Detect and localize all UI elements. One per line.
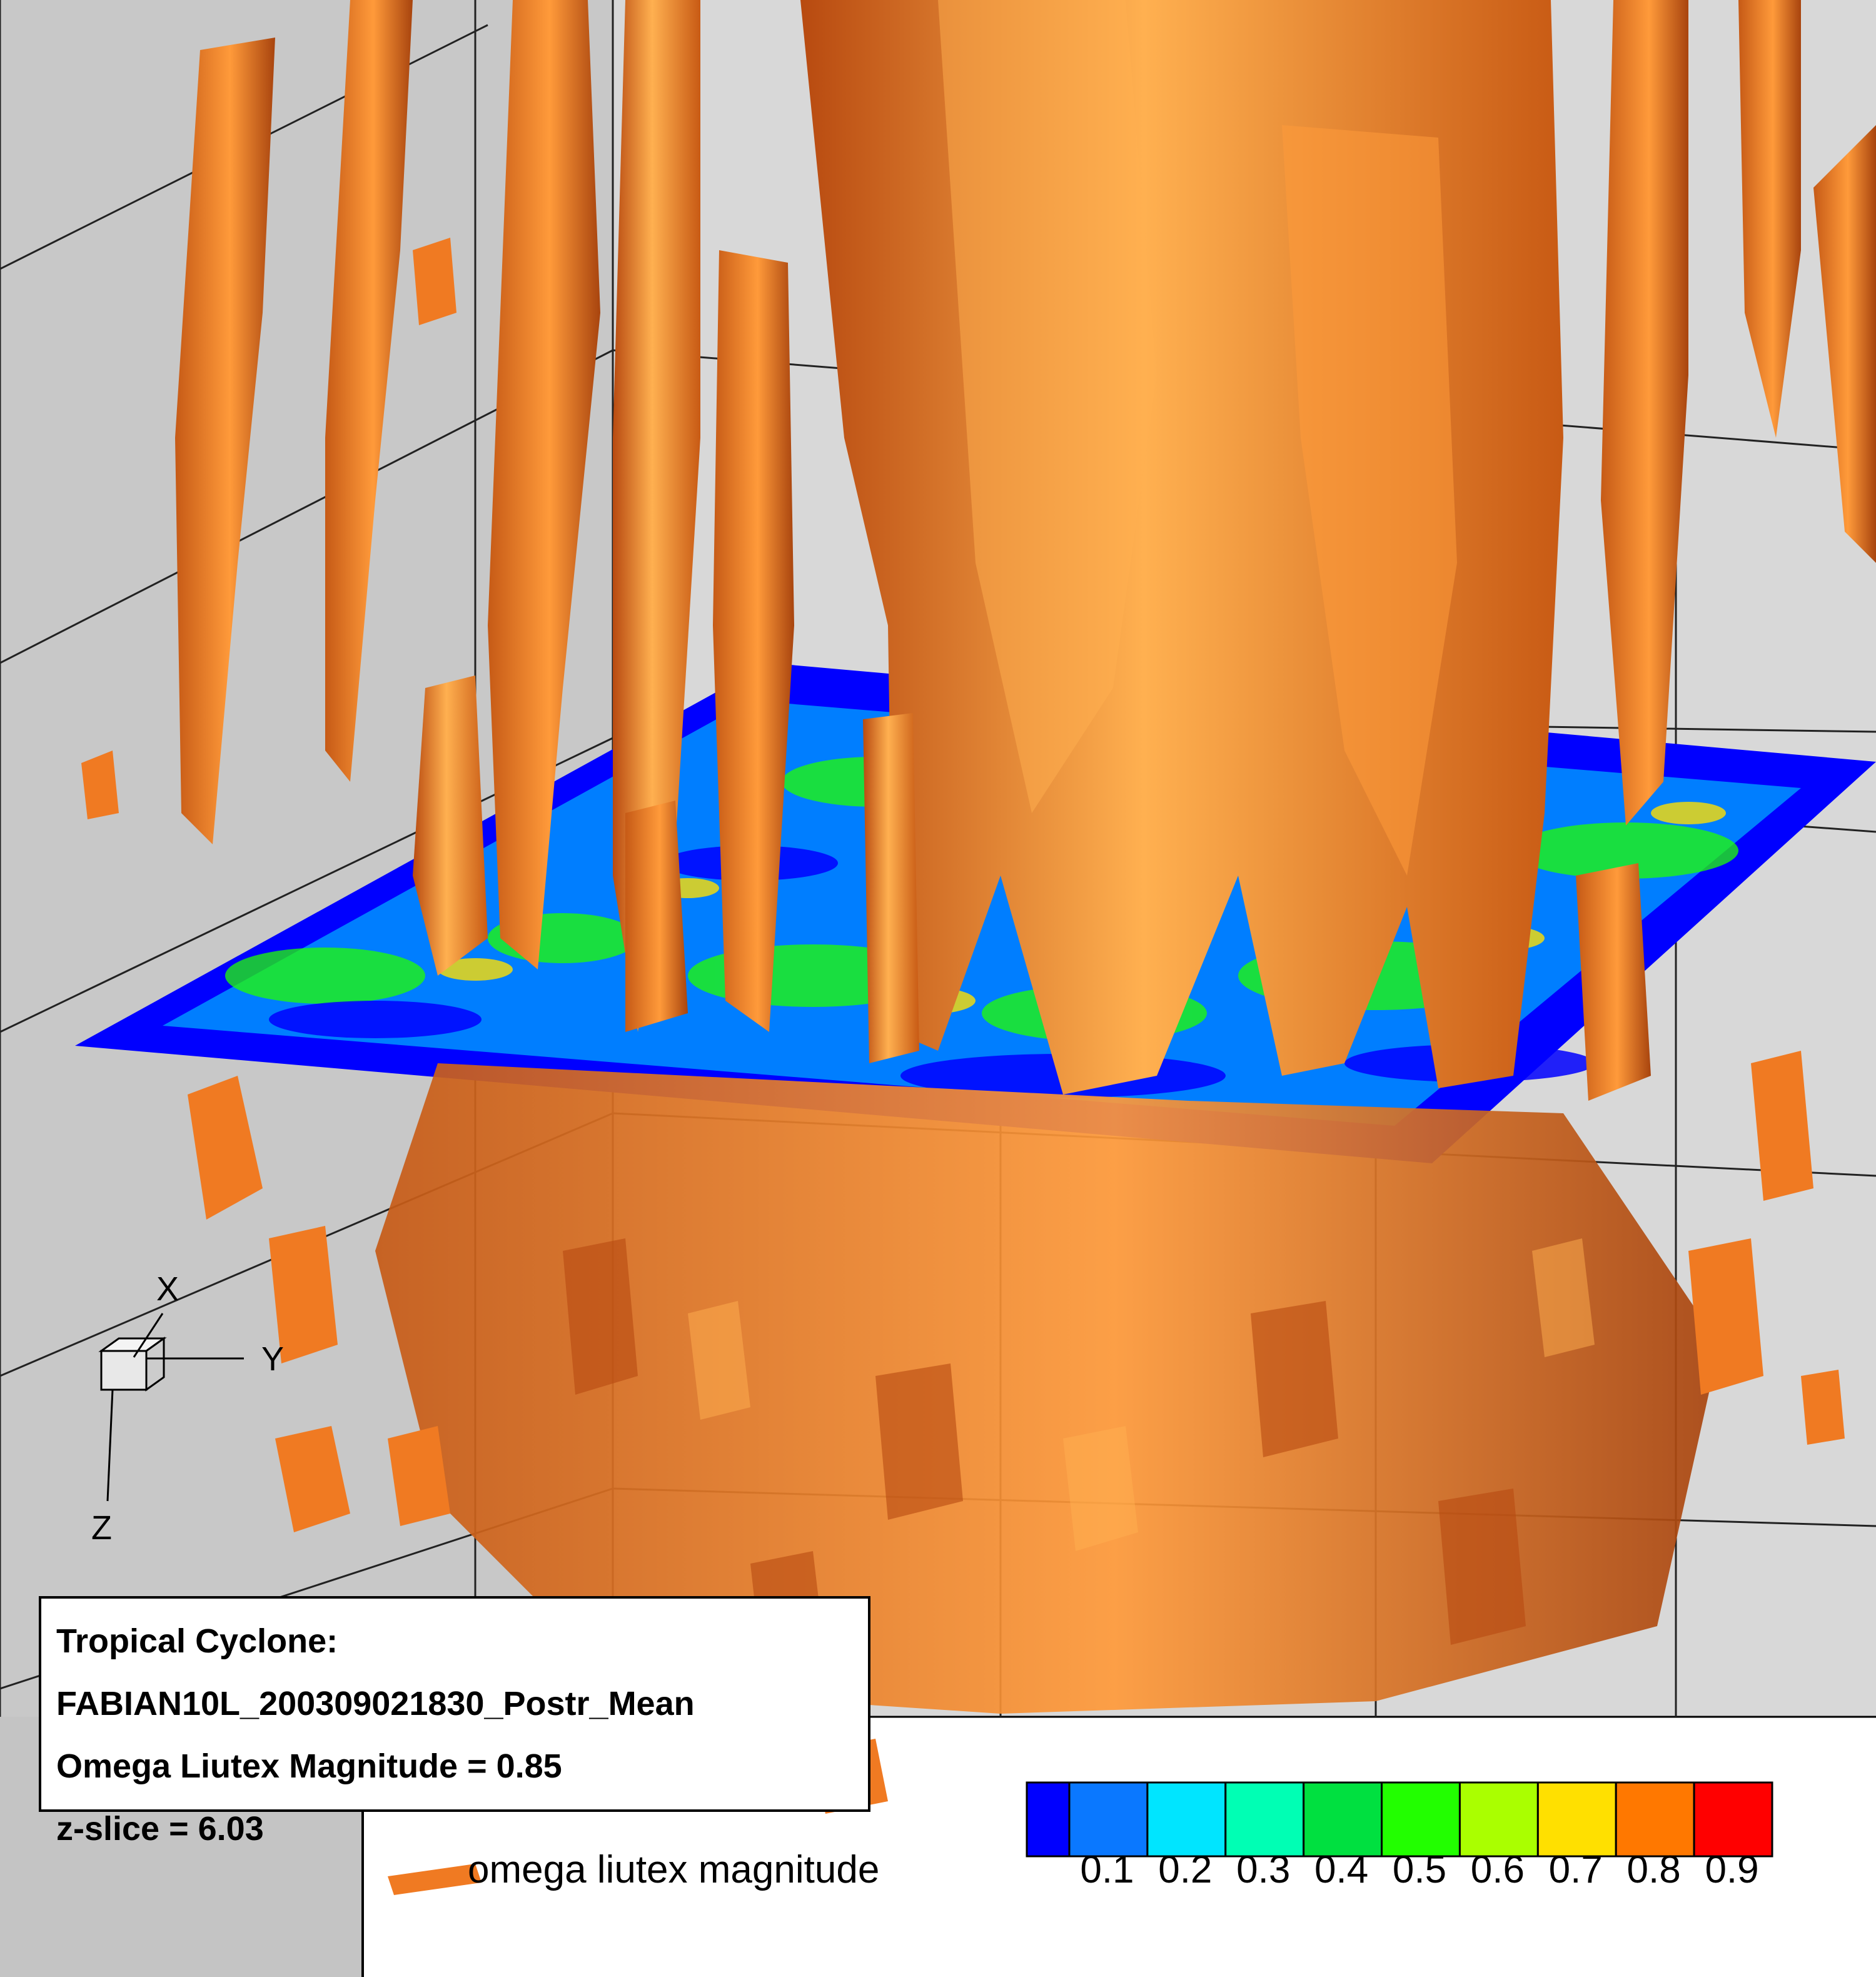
colorbar-tick-label: 0.6: [1470, 1848, 1525, 1891]
colorbar-cell: [1381, 1781, 1461, 1858]
colorbar-cell: [1303, 1781, 1383, 1858]
colorbar-tick-label: 0.4: [1314, 1848, 1369, 1891]
axis-z-label: Z: [91, 1509, 112, 1547]
colorbar-tick-label: 0.5: [1392, 1848, 1447, 1891]
colorbar-tick-label: 0.1: [1080, 1848, 1134, 1891]
colorbar-tick-label: 0.3: [1236, 1848, 1291, 1891]
info-iso-value: Omega Liutex Magnitude = 0.85: [56, 1747, 562, 1785]
colorbar-cell: [1068, 1781, 1149, 1858]
colorbar-cell: [1693, 1781, 1773, 1858]
info-z-slice: z-slice = 6.03: [56, 1810, 264, 1848]
colorbar-cell: [1615, 1781, 1695, 1858]
colorbar-tick-label: 0.9: [1705, 1848, 1759, 1891]
colorbar-tick-label: 0.7: [1548, 1848, 1603, 1891]
colorbar-cell: [1224, 1781, 1305, 1858]
colorbar-cell: [1458, 1781, 1539, 1858]
colorbar: [1026, 1781, 1773, 1858]
colorbar-tick-label: 0.2: [1158, 1848, 1213, 1891]
colorbar-title: omega liutex magnitude: [468, 1848, 880, 1891]
axis-x-label: X: [156, 1270, 179, 1308]
axis-triad: [98, 1313, 244, 1502]
isosurface-vortices: [81, 0, 1876, 1895]
info-title: Tropical Cyclone:: [56, 1622, 338, 1660]
colorbar-tick-label: 0.8: [1626, 1848, 1681, 1891]
info-box: Tropical Cyclone: FABIAN10L_200309021830…: [39, 1596, 870, 1848]
colorbar-cell: [1536, 1781, 1617, 1858]
colorbar-cell: [1026, 1781, 1071, 1858]
info-dataset: FABIAN10L_200309021830_Postr_Mean: [56, 1685, 695, 1722]
colorbar-cell: [1146, 1781, 1227, 1858]
axis-y-label: Y: [261, 1340, 285, 1378]
